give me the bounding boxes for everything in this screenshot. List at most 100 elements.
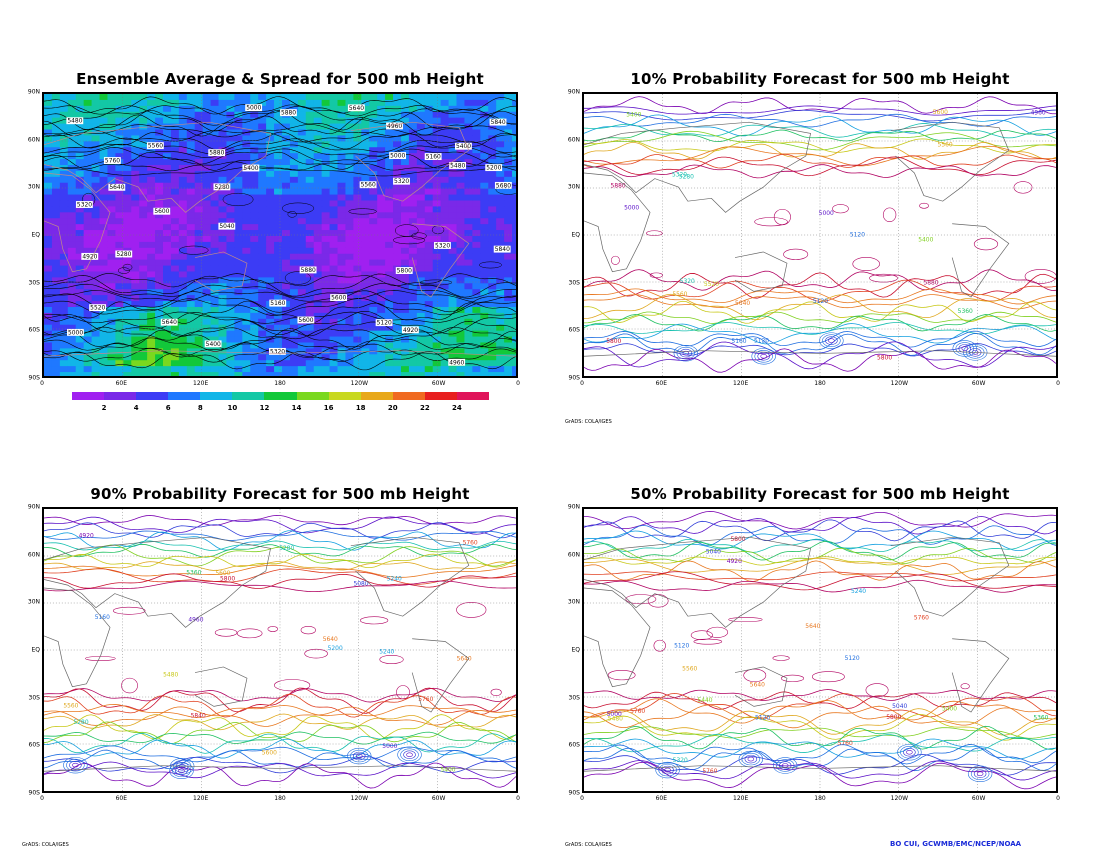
colorbar-label: 22 xyxy=(419,404,430,412)
spread-cell xyxy=(218,200,227,207)
lon-tick-label: 60E xyxy=(115,795,128,802)
spread-cell xyxy=(210,289,220,296)
spread-cell xyxy=(242,94,251,101)
spread-cell xyxy=(274,241,283,249)
spread-cell xyxy=(99,99,108,107)
spread-cell xyxy=(202,277,212,284)
spread-cell xyxy=(480,224,489,231)
spread-cell xyxy=(408,200,418,207)
spread-cell xyxy=(385,135,394,142)
spread-cell xyxy=(321,135,331,142)
spread-cell xyxy=(194,99,204,107)
spread-cell xyxy=(432,170,442,178)
spread-cell xyxy=(416,99,426,107)
spread-cell xyxy=(432,318,442,326)
spread-cell xyxy=(377,312,386,320)
spread-cell xyxy=(337,135,346,142)
spread-cell xyxy=(123,164,132,172)
spread-cell xyxy=(416,283,426,290)
spread-cell xyxy=(59,247,69,255)
spread-cell xyxy=(329,265,339,272)
spread-cell xyxy=(186,247,196,255)
spread-cell xyxy=(369,354,378,361)
spread-cell xyxy=(194,135,204,142)
spread-cell xyxy=(480,99,489,107)
spread-cell xyxy=(321,271,331,278)
spread-cell xyxy=(242,247,251,255)
spread-cell xyxy=(226,235,235,243)
spread-cell xyxy=(424,348,434,355)
spread-cell xyxy=(170,336,180,343)
spread-cell xyxy=(194,235,204,243)
spread-cell xyxy=(424,366,434,373)
spread-cell xyxy=(170,129,180,136)
spread-cell xyxy=(139,111,148,119)
spread-cell xyxy=(250,265,259,272)
spread-cell xyxy=(369,123,378,130)
spread-cell xyxy=(115,354,124,361)
spread-cell xyxy=(305,212,315,219)
contour-loop xyxy=(178,768,185,774)
spread-cell xyxy=(361,277,370,284)
spread-cell xyxy=(424,99,434,107)
spread-cell xyxy=(186,235,196,243)
contour-loop xyxy=(780,674,805,682)
spread-cell xyxy=(345,117,354,125)
spread-cell xyxy=(424,200,434,207)
spread-cell xyxy=(440,330,450,338)
spread-cell xyxy=(242,253,251,261)
contour-loop xyxy=(744,754,758,764)
spread-cell xyxy=(274,259,283,267)
spread-cell xyxy=(305,348,315,355)
contour-loop xyxy=(819,332,844,349)
lat-tick-label: 60N xyxy=(567,551,580,559)
spread-cell xyxy=(345,354,354,361)
spread-cell xyxy=(242,306,251,314)
spread-cell xyxy=(274,224,283,231)
spread-cell xyxy=(305,283,315,290)
spread-cell xyxy=(194,241,204,249)
spread-cell xyxy=(353,230,362,237)
spread-cell xyxy=(258,318,267,326)
spread-cell xyxy=(440,105,450,113)
spread-cell xyxy=(139,182,148,190)
spread-cell xyxy=(162,212,172,219)
spread-cell xyxy=(274,253,283,261)
spread-cell xyxy=(408,224,418,231)
spread-cell xyxy=(155,241,164,249)
spread-cell xyxy=(186,147,196,154)
spread-cell xyxy=(170,265,180,272)
spread-cell xyxy=(385,289,394,296)
spread-cell xyxy=(472,147,481,154)
spread-cell xyxy=(321,253,331,261)
spread-cell xyxy=(345,153,354,160)
spread-cell xyxy=(400,289,410,296)
contour-loop xyxy=(348,208,377,215)
spread-cell xyxy=(393,354,402,361)
spread-cell xyxy=(218,366,227,373)
spread-cell xyxy=(250,289,259,296)
spread-cell xyxy=(432,182,442,190)
spread-cell xyxy=(424,283,434,290)
spread-cell xyxy=(155,366,164,373)
spread-cell xyxy=(59,372,69,376)
spread-cell xyxy=(393,372,402,376)
map-ensemble: 5840 5280 5560 5040 5160 5320 4960 5480 5320 5880… xyxy=(42,92,518,378)
contour-loop xyxy=(741,752,761,766)
spread-cell xyxy=(226,141,235,148)
spread-cell xyxy=(369,212,378,219)
spread-cell xyxy=(194,324,204,332)
spread-cell xyxy=(488,318,497,326)
spread-cell xyxy=(361,366,370,373)
spread-cell xyxy=(194,336,204,343)
spread-cell xyxy=(504,259,513,267)
spread-cell xyxy=(464,330,473,338)
spread-cell xyxy=(305,218,315,225)
contour-label: 5840 xyxy=(191,713,206,720)
spread-cell xyxy=(400,259,410,267)
contour-label: 5280 xyxy=(116,251,131,258)
spread-cell xyxy=(472,354,481,361)
spread-cell xyxy=(218,141,227,148)
spread-cell xyxy=(496,235,505,243)
spread-cell xyxy=(281,94,291,101)
